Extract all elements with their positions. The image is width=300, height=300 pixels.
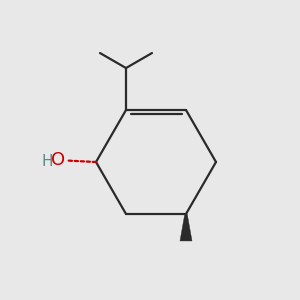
Polygon shape [180,214,192,241]
Text: O: O [51,151,65,169]
Text: H: H [42,154,53,169]
